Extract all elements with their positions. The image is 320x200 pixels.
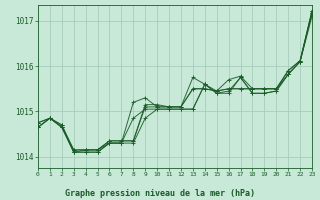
Text: Graphe pression niveau de la mer (hPa): Graphe pression niveau de la mer (hPa) <box>65 189 255 198</box>
